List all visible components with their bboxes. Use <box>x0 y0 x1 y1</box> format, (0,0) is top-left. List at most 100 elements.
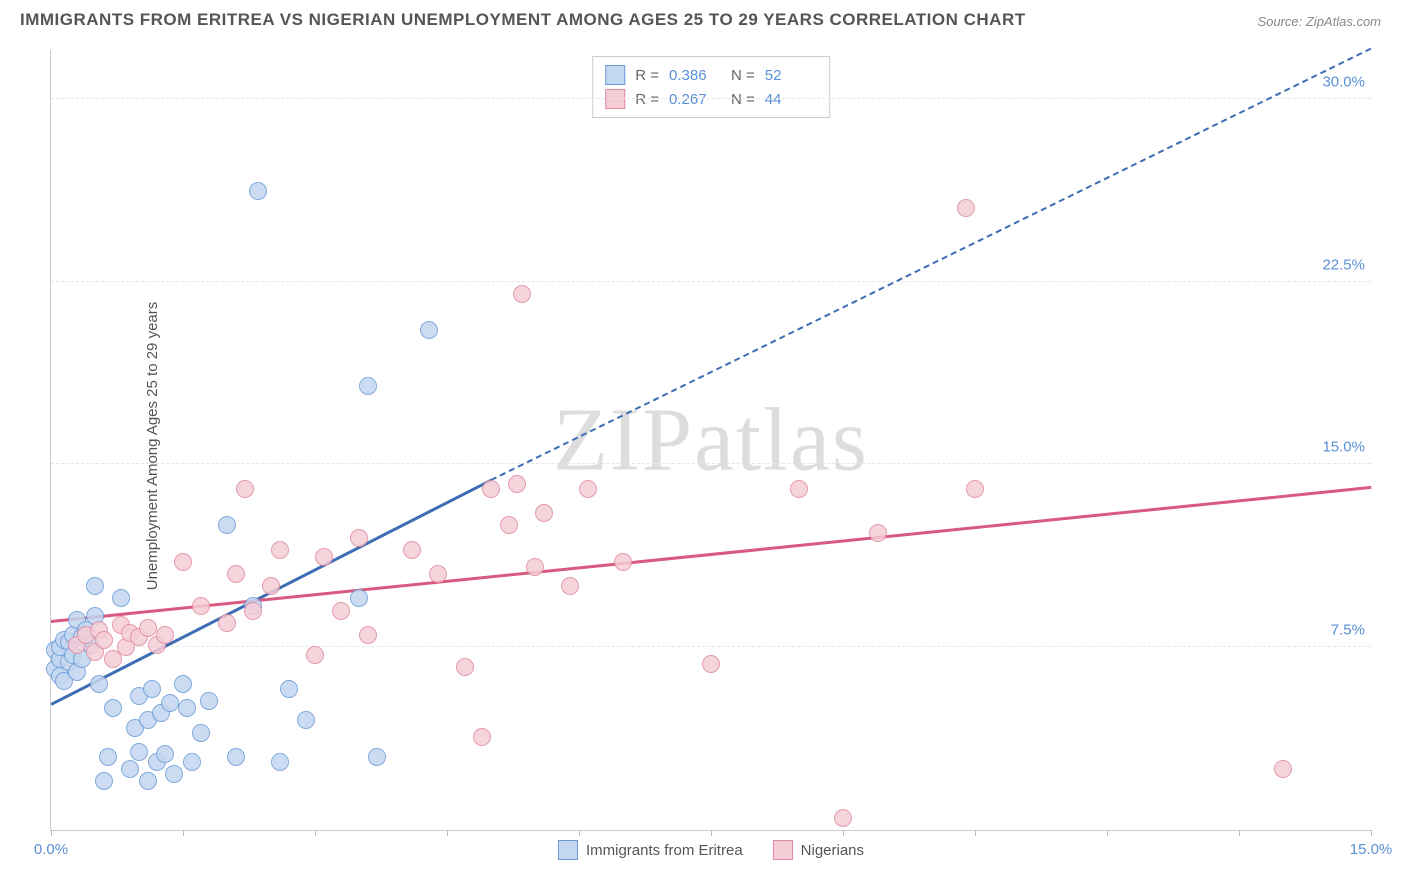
data-point <box>143 680 161 698</box>
data-point <box>957 199 975 217</box>
data-point <box>332 602 350 620</box>
data-point <box>526 558 544 576</box>
x-tick-mark <box>975 830 976 836</box>
swatch-icon <box>605 89 625 109</box>
data-point <box>121 760 139 778</box>
x-tick-mark <box>711 830 712 836</box>
legend-label: Immigrants from Eritrea <box>586 842 743 859</box>
data-point <box>359 377 377 395</box>
data-point <box>165 765 183 783</box>
legend-item: Nigerians <box>773 840 864 860</box>
data-point <box>869 524 887 542</box>
r-label: R = <box>635 91 659 108</box>
data-point <box>244 602 262 620</box>
data-point <box>227 748 245 766</box>
data-point <box>966 480 984 498</box>
gridline <box>51 463 1371 464</box>
x-tick-mark <box>51 830 52 836</box>
data-point <box>112 589 130 607</box>
data-point <box>192 724 210 742</box>
data-point <box>429 565 447 583</box>
data-point <box>456 658 474 676</box>
data-point <box>178 699 196 717</box>
x-tick-mark <box>315 830 316 836</box>
data-point <box>271 541 289 559</box>
data-point <box>156 626 174 644</box>
data-point <box>271 753 289 771</box>
gridline <box>51 646 1371 647</box>
gridline <box>51 281 1371 282</box>
data-point <box>227 565 245 583</box>
y-tick-label: 7.5% <box>1331 622 1365 639</box>
data-point <box>1274 760 1292 778</box>
data-point <box>174 675 192 693</box>
data-point <box>297 711 315 729</box>
data-point <box>174 553 192 571</box>
data-point <box>236 480 254 498</box>
data-point <box>500 516 518 534</box>
data-point <box>99 748 117 766</box>
data-point <box>350 529 368 547</box>
data-point <box>508 475 526 493</box>
gridline <box>51 98 1371 99</box>
x-tick-mark <box>843 830 844 836</box>
x-tick-mark <box>1371 830 1372 836</box>
y-tick-label: 30.0% <box>1322 73 1365 90</box>
data-point <box>86 577 104 595</box>
data-point <box>473 728 491 746</box>
x-tick-mark <box>579 830 580 836</box>
data-point <box>561 577 579 595</box>
swatch-icon <box>558 840 578 860</box>
data-point <box>262 577 280 595</box>
stats-row-series2: R = 0.267 N = 44 <box>605 87 817 111</box>
data-point <box>183 753 201 771</box>
data-point <box>104 699 122 717</box>
data-point <box>200 692 218 710</box>
y-tick-label: 22.5% <box>1322 256 1365 273</box>
data-point <box>403 541 421 559</box>
data-point <box>420 321 438 339</box>
data-point <box>579 480 597 498</box>
swatch-icon <box>773 840 793 860</box>
data-point <box>192 597 210 615</box>
n-value: 44 <box>765 91 817 108</box>
data-point <box>161 694 179 712</box>
x-tick-label: 15.0% <box>1350 841 1393 858</box>
data-point <box>139 772 157 790</box>
bottom-legend: Immigrants from Eritrea Nigerians <box>558 840 864 860</box>
n-value: 52 <box>765 67 817 84</box>
r-value: 0.386 <box>669 67 721 84</box>
data-point <box>359 626 377 644</box>
data-point <box>218 516 236 534</box>
x-tick-mark <box>183 830 184 836</box>
scatter-plot-area: ZIPatlas R = 0.386 N = 52 R = 0.267 N = … <box>50 50 1371 831</box>
legend-item: Immigrants from Eritrea <box>558 840 743 860</box>
data-point <box>90 675 108 693</box>
y-tick-label: 15.0% <box>1322 439 1365 456</box>
r-value: 0.267 <box>669 91 721 108</box>
x-tick-mark <box>447 830 448 836</box>
data-point <box>156 745 174 763</box>
data-point <box>513 285 531 303</box>
data-point <box>350 589 368 607</box>
data-point <box>535 504 553 522</box>
data-point <box>218 614 236 632</box>
data-point <box>95 631 113 649</box>
correlation-stats-box: R = 0.386 N = 52 R = 0.267 N = 44 <box>592 56 830 118</box>
data-point <box>280 680 298 698</box>
legend-label: Nigerians <box>801 842 864 859</box>
swatch-icon <box>605 65 625 85</box>
data-point <box>249 182 267 200</box>
watermark-text: ZIPatlas <box>553 389 869 492</box>
data-point <box>139 619 157 637</box>
data-point <box>482 480 500 498</box>
data-point <box>306 646 324 664</box>
data-point <box>368 748 386 766</box>
x-tick-mark <box>1239 830 1240 836</box>
data-point <box>130 743 148 761</box>
data-point <box>315 548 333 566</box>
r-label: R = <box>635 67 659 84</box>
data-point <box>614 553 632 571</box>
chart-title: IMMIGRANTS FROM ERITREA VS NIGERIAN UNEM… <box>20 10 1026 29</box>
source-attribution: Source: ZipAtlas.com <box>1257 14 1381 29</box>
